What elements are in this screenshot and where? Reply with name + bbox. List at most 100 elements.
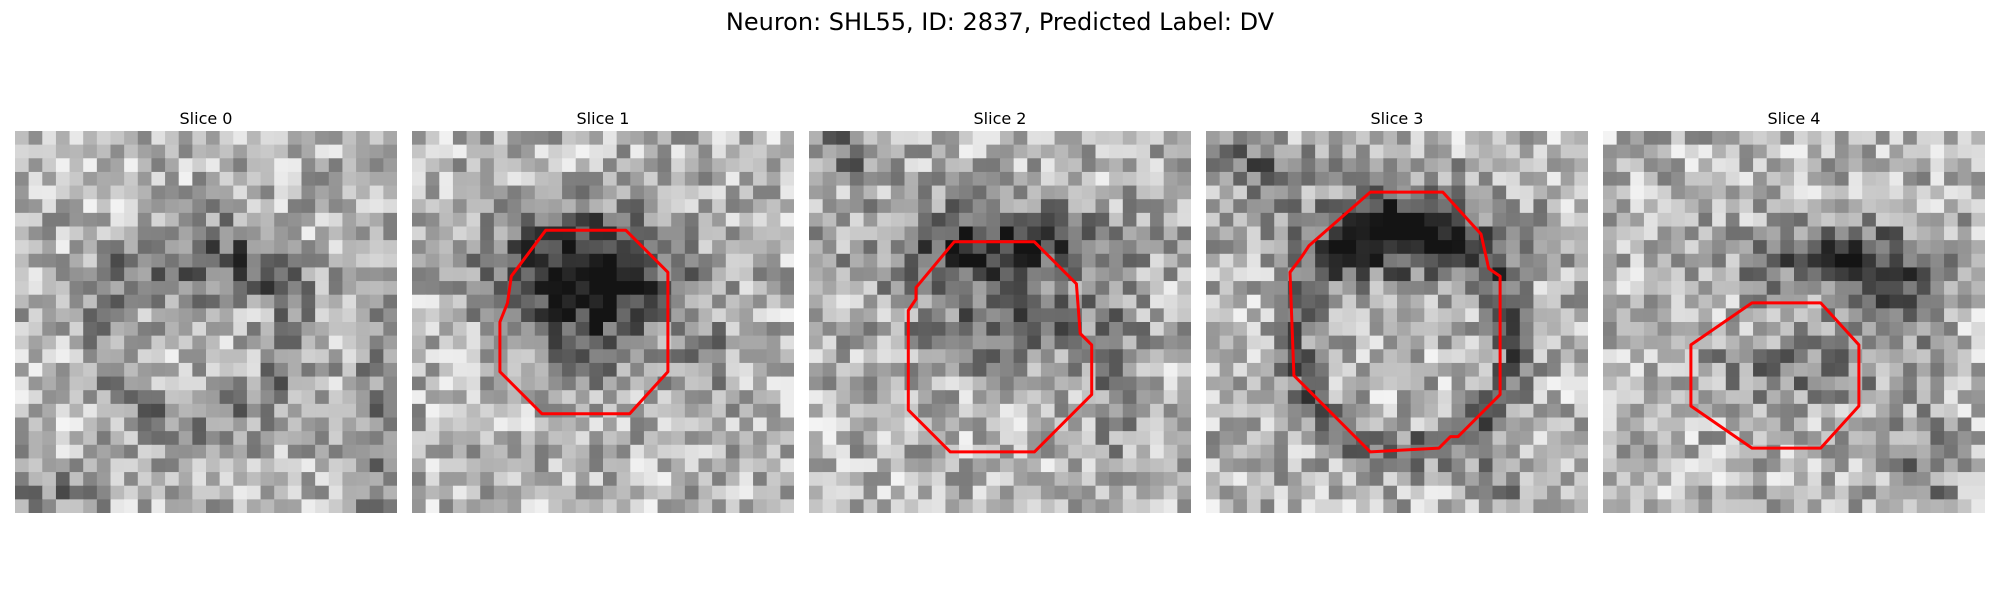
pixel-cell: [725, 458, 741, 473]
pixel-cell: [110, 185, 125, 200]
pixel-cell: [712, 322, 727, 337]
pixel-cell: [42, 144, 57, 159]
pixel-cell: [986, 226, 1001, 241]
pixel-cell: [452, 485, 468, 500]
pixel-cell: [603, 349, 618, 364]
pixel-cell: [589, 158, 604, 173]
pixel-cell: [260, 431, 275, 446]
pixel-cell: [972, 226, 987, 241]
pixel-cell: [1821, 131, 1836, 146]
pixel-cell: [1410, 226, 1425, 241]
pixel-cell: [493, 144, 509, 159]
pixel-cell: [712, 144, 727, 159]
pixel-cell: [766, 281, 781, 296]
pixel-cell: [562, 362, 577, 378]
pixel-cell: [589, 308, 604, 323]
pixel-cell: [1916, 499, 1932, 513]
pixel-cell: [137, 185, 153, 200]
pixel-cell: [1246, 171, 1262, 187]
pixel-cell: [96, 472, 112, 487]
pixel-cell: [315, 226, 330, 241]
pixel-cell: [1807, 281, 1822, 296]
pixel-cell: [1630, 267, 1645, 282]
pixel-cell: [959, 362, 974, 378]
pixel-cell: [1383, 362, 1398, 378]
pixel-cell: [972, 131, 987, 146]
pixel-cell: [1246, 431, 1262, 446]
pixel-cell: [712, 431, 727, 446]
pixel-cell: [439, 158, 454, 173]
pixel-cell: [725, 376, 741, 391]
pixel-cell: [521, 417, 536, 432]
pixel-cell: [1328, 185, 1344, 200]
pixel-cell: [1533, 431, 1548, 446]
pixel-cell: [739, 444, 754, 460]
pixel-cell: [1821, 499, 1836, 513]
pixel-cell: [1150, 185, 1165, 200]
pixel-cell: [1560, 458, 1575, 473]
pixel-cell: [809, 390, 824, 405]
pixel-cell: [1533, 144, 1548, 159]
pixel-cell: [342, 444, 357, 460]
pixel-cell: [521, 308, 536, 323]
pixel-cell: [1643, 444, 1659, 460]
pixel-cell: [1916, 335, 1932, 350]
pixel-cell: [1848, 240, 1863, 255]
pixel-cell: [712, 131, 727, 146]
pixel-cell: [836, 267, 851, 282]
pixel-cell: [1122, 458, 1138, 473]
pixel-cell: [439, 499, 454, 513]
pixel-cell: [1027, 417, 1042, 432]
pixel-cell: [1397, 403, 1412, 419]
pixel-cell: [548, 267, 563, 282]
pixel-cell: [1177, 267, 1191, 282]
pixel-cell: [684, 212, 700, 228]
pixel-cell: [725, 417, 741, 432]
pixel-cell: [1916, 376, 1932, 391]
pixel-cell: [548, 335, 563, 350]
pixel-cell: [1739, 322, 1754, 337]
pixel-cell: [206, 499, 221, 513]
pixel-cell: [1274, 267, 1289, 282]
pixel-cell: [1287, 185, 1303, 200]
pixel-cell: [1684, 212, 1700, 228]
pixel-cell: [246, 240, 262, 255]
pixel-cell: [959, 267, 974, 282]
pixel-cell: [1506, 431, 1521, 446]
pixel-cell: [1671, 349, 1686, 364]
pixel-cell: [42, 335, 57, 350]
pixel-cell: [1040, 417, 1056, 432]
pixel-cell: [1027, 294, 1042, 309]
pixel-cell: [383, 431, 397, 446]
pixel-cell: [945, 322, 960, 337]
pixel-cell: [55, 362, 71, 378]
pixel-cell: [1643, 131, 1659, 146]
pixel-cell: [643, 308, 659, 323]
pixel-cell: [1492, 403, 1507, 419]
pixel-cell: [1766, 171, 1781, 187]
pixel-cell: [1451, 226, 1466, 241]
pixel-cell: [684, 281, 700, 296]
pixel-cell: [657, 458, 672, 473]
pixel-cell: [1369, 458, 1384, 473]
pixel-cell: [643, 212, 659, 228]
pixel-cell: [1000, 376, 1015, 391]
pixel-cell: [493, 472, 509, 487]
slice-panel-0: Slice 0: [15, 108, 397, 513]
pixel-cell: [274, 212, 289, 228]
pixel-cell: [369, 485, 384, 500]
pixel-cell: [287, 308, 303, 323]
pixel-cell: [766, 417, 781, 432]
pixel-cell: [931, 171, 947, 187]
pixel-cell: [439, 199, 454, 214]
pixel-cell: [1233, 158, 1248, 173]
pixel-cell: [712, 335, 727, 350]
pixel-cell: [412, 294, 427, 309]
pixel-cell: [1000, 226, 1015, 241]
pixel-cell: [1834, 403, 1850, 419]
pixel-cell: [1465, 499, 1480, 513]
pixel-cell: [712, 294, 727, 309]
pixel-cell: [1630, 335, 1645, 350]
pixel-cell: [809, 403, 824, 419]
pixel-cell: [315, 212, 330, 228]
